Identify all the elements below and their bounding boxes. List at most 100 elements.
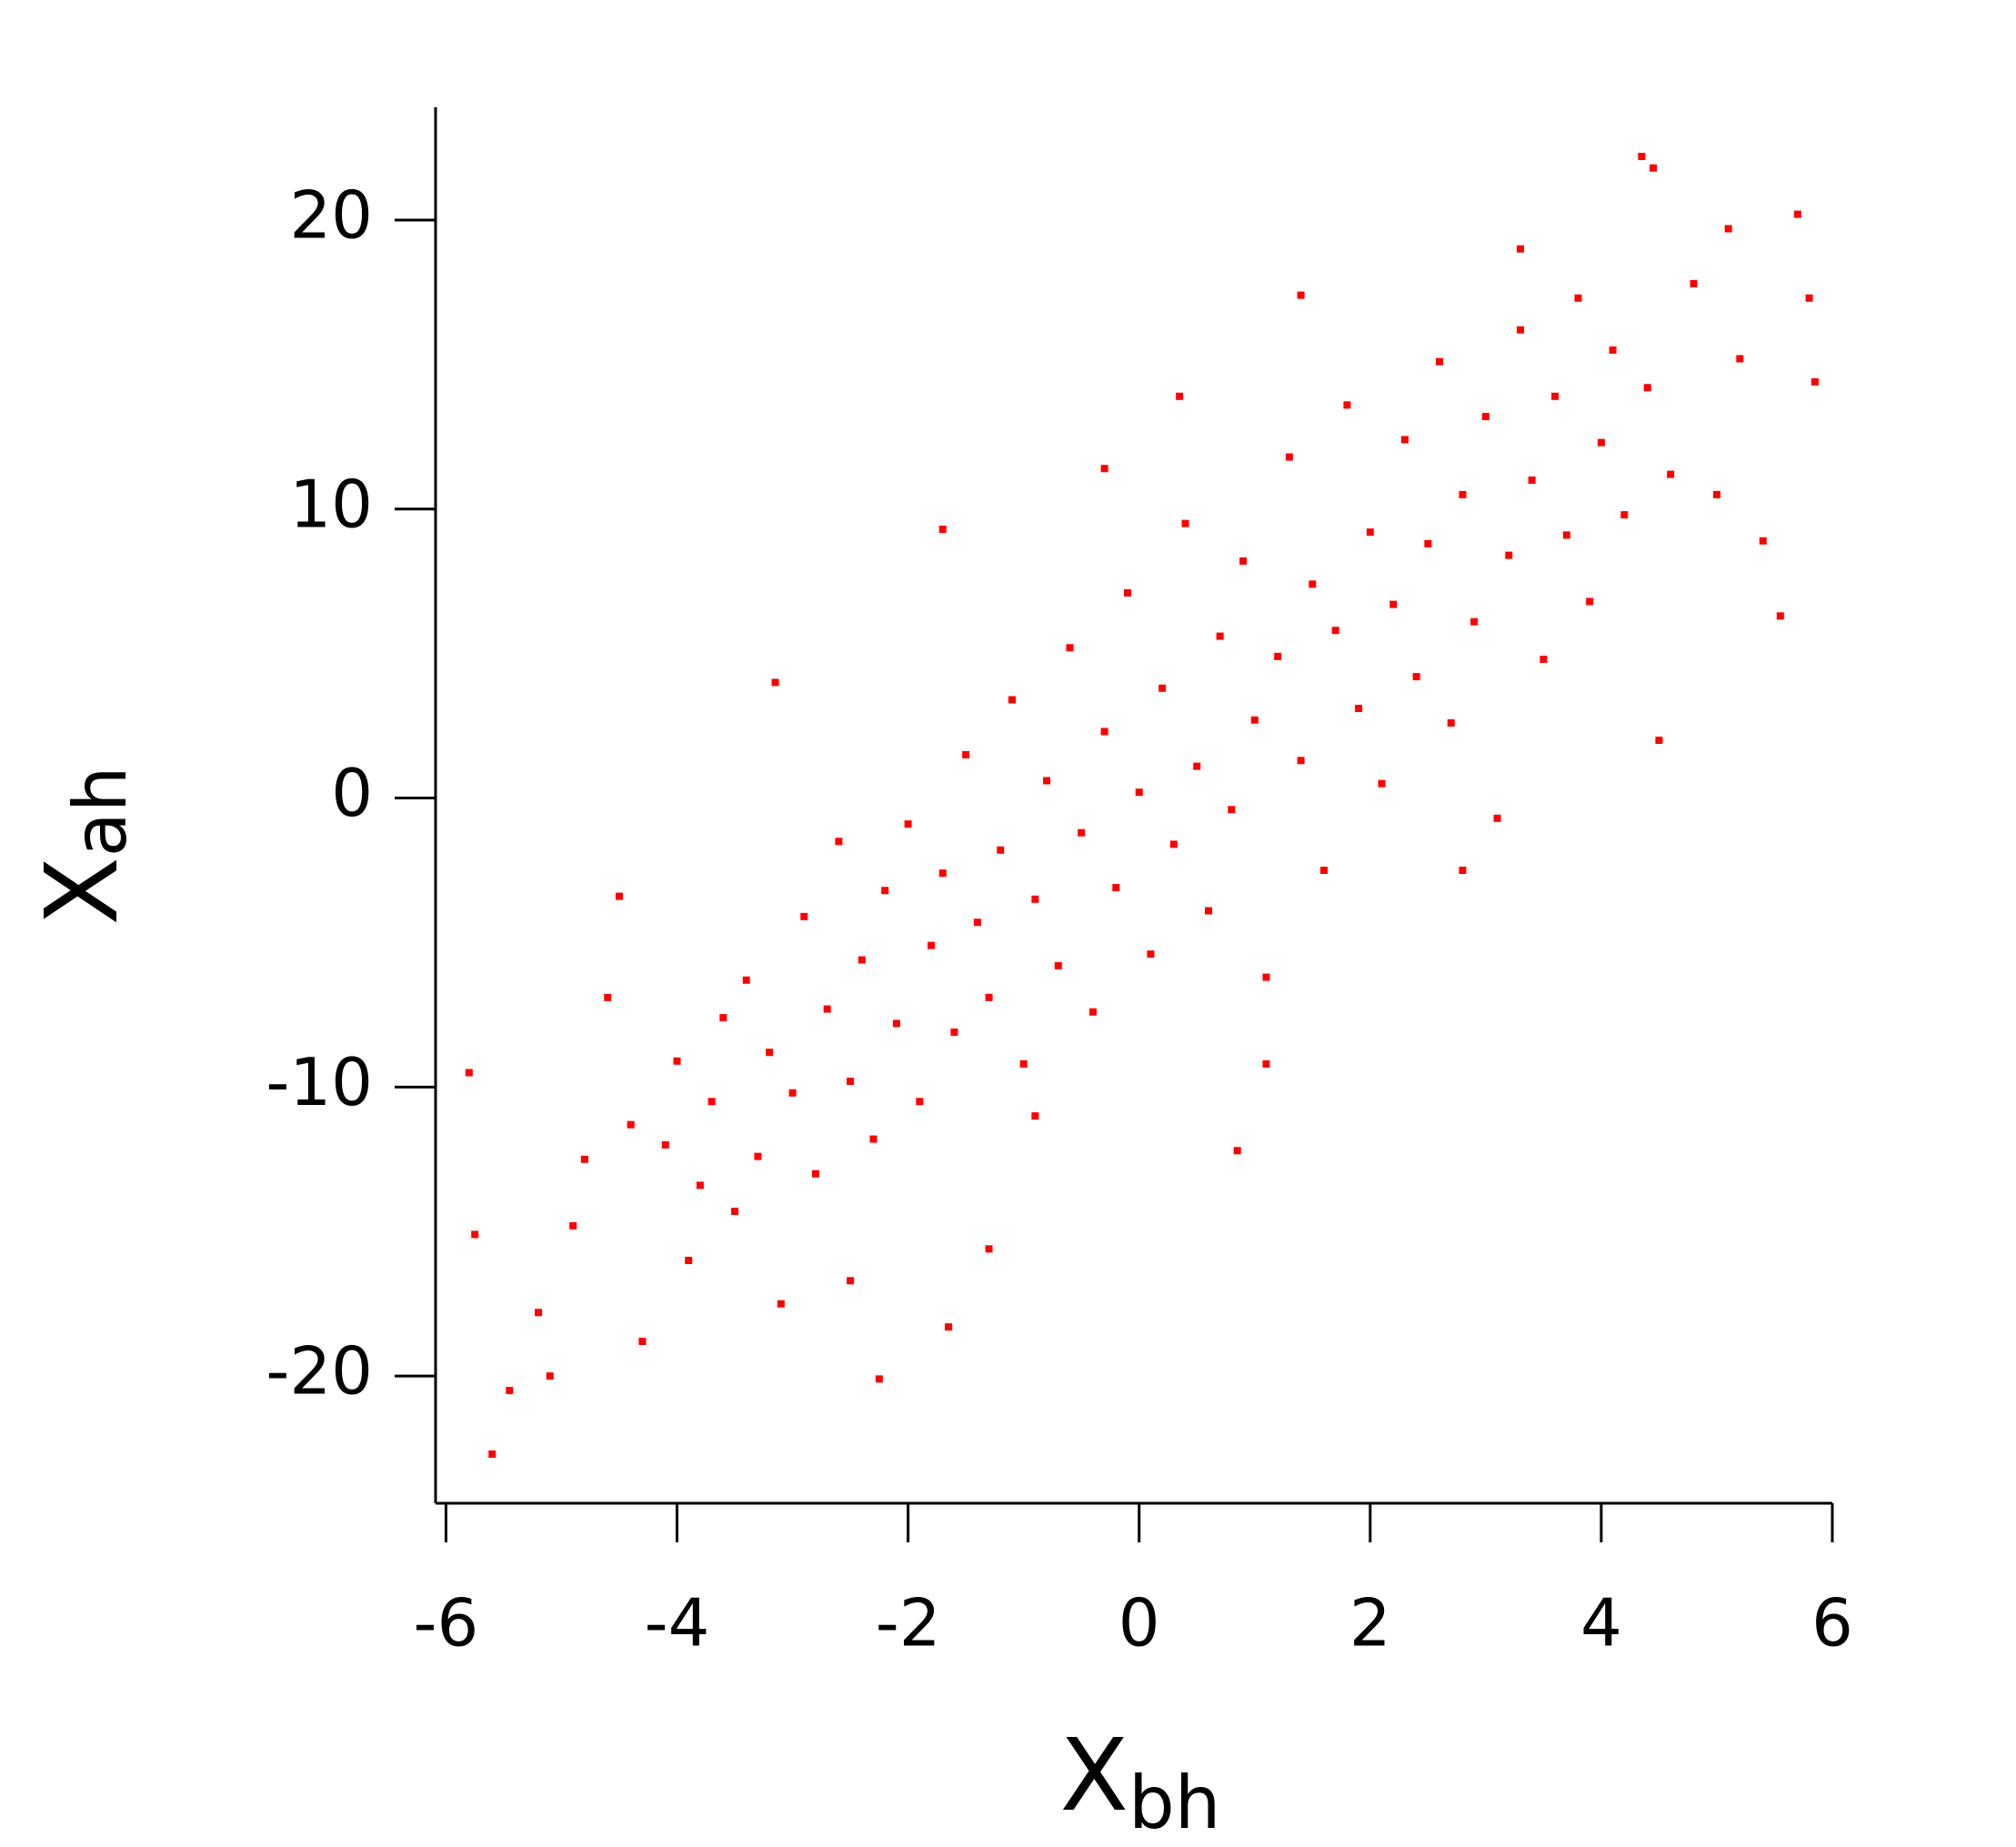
point bbox=[1400, 436, 1409, 444]
point bbox=[1540, 656, 1548, 664]
point bbox=[1343, 401, 1351, 409]
point bbox=[1008, 696, 1016, 704]
point bbox=[1551, 392, 1560, 400]
point bbox=[1516, 326, 1524, 334]
point bbox=[1655, 736, 1663, 744]
point bbox=[1043, 777, 1051, 785]
point bbox=[1436, 357, 1444, 366]
point bbox=[1638, 153, 1646, 161]
point bbox=[1667, 470, 1675, 478]
point bbox=[938, 525, 947, 533]
point bbox=[1412, 673, 1420, 681]
point bbox=[1712, 490, 1720, 498]
point bbox=[875, 1375, 883, 1383]
point bbox=[1528, 476, 1536, 484]
y-tick-label: -20 bbox=[266, 1333, 373, 1410]
point bbox=[535, 1309, 543, 1317]
point bbox=[1650, 164, 1658, 172]
point bbox=[1776, 612, 1784, 620]
point bbox=[771, 678, 779, 687]
point bbox=[766, 1049, 774, 1057]
point bbox=[546, 1372, 554, 1380]
y-label-main: X bbox=[24, 857, 140, 925]
point bbox=[1481, 413, 1489, 421]
point bbox=[1389, 600, 1398, 608]
point bbox=[1574, 294, 1582, 302]
point bbox=[1233, 1147, 1241, 1155]
point bbox=[847, 1277, 855, 1285]
point bbox=[928, 941, 936, 949]
y-tick-label: 10 bbox=[289, 466, 373, 542]
point bbox=[1124, 588, 1132, 597]
point bbox=[1459, 867, 1467, 875]
point bbox=[580, 1155, 588, 1163]
point bbox=[892, 1019, 900, 1028]
point bbox=[950, 1028, 958, 1036]
point bbox=[811, 1169, 819, 1178]
point bbox=[1805, 294, 1813, 302]
point bbox=[1066, 644, 1074, 652]
point bbox=[1424, 539, 1432, 547]
point bbox=[1297, 291, 1305, 299]
point bbox=[627, 1120, 635, 1129]
point bbox=[1309, 580, 1317, 588]
x-label-sub: bh bbox=[1128, 1761, 1220, 1845]
point bbox=[1493, 814, 1501, 822]
point bbox=[731, 1208, 739, 1216]
x-tick-label: -6 bbox=[414, 1585, 479, 1661]
point bbox=[1366, 528, 1374, 537]
point bbox=[800, 912, 808, 920]
x-tick-label: -4 bbox=[645, 1585, 710, 1661]
point bbox=[754, 1152, 762, 1160]
point bbox=[1447, 718, 1455, 727]
point bbox=[661, 1140, 669, 1149]
point bbox=[916, 1098, 924, 1106]
point bbox=[1793, 210, 1801, 218]
point bbox=[1031, 895, 1039, 903]
point bbox=[1759, 537, 1767, 545]
y-label-sub: ah bbox=[58, 766, 143, 857]
point bbox=[638, 1338, 647, 1346]
point bbox=[1031, 1112, 1039, 1120]
point bbox=[742, 976, 750, 984]
point bbox=[1054, 961, 1062, 969]
point bbox=[985, 1245, 993, 1253]
point bbox=[847, 1078, 855, 1086]
point bbox=[506, 1387, 514, 1395]
point bbox=[1100, 465, 1108, 473]
point bbox=[1147, 950, 1155, 959]
point bbox=[777, 1300, 785, 1308]
point bbox=[823, 1005, 831, 1013]
point bbox=[858, 956, 866, 964]
x-tick-label: 0 bbox=[1118, 1585, 1160, 1661]
point bbox=[1736, 355, 1744, 363]
point bbox=[1586, 597, 1594, 606]
point bbox=[1516, 245, 1524, 253]
point bbox=[1562, 531, 1570, 539]
point bbox=[673, 1057, 681, 1065]
y-tick-label: -10 bbox=[266, 1044, 373, 1120]
point bbox=[1690, 279, 1698, 287]
point bbox=[1019, 1059, 1028, 1068]
point bbox=[1239, 557, 1248, 565]
point bbox=[707, 1098, 716, 1106]
point bbox=[1112, 884, 1120, 892]
point bbox=[685, 1257, 693, 1265]
point bbox=[788, 1089, 797, 1097]
point bbox=[1609, 346, 1617, 354]
point bbox=[904, 820, 912, 828]
point bbox=[696, 1181, 704, 1190]
y-tick-label: 20 bbox=[289, 176, 373, 253]
point bbox=[1204, 907, 1212, 915]
point bbox=[1193, 762, 1201, 770]
point bbox=[1100, 728, 1108, 736]
point bbox=[1470, 617, 1479, 626]
point bbox=[1331, 627, 1339, 635]
point bbox=[938, 869, 947, 878]
y-tick-label: 0 bbox=[331, 755, 373, 831]
x-label-main: X bbox=[1060, 1717, 1128, 1833]
point bbox=[1297, 757, 1305, 765]
point bbox=[1181, 519, 1189, 527]
point bbox=[569, 1221, 577, 1230]
point bbox=[1724, 225, 1732, 233]
